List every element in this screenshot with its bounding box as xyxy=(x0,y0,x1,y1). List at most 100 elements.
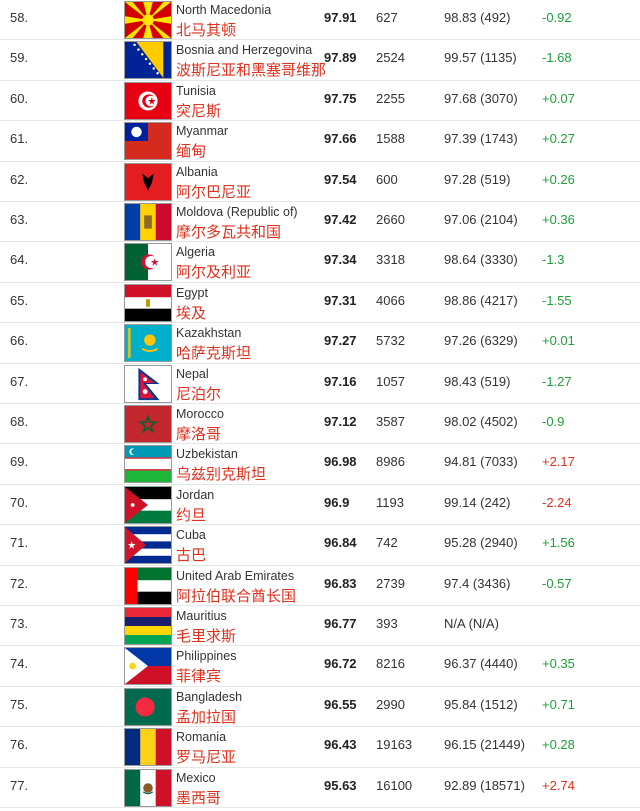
table-row: 59. Bosnia and Herzegovina 波斯尼亚和黑塞哥维那 97.8… xyxy=(0,40,640,81)
count-value: 5732 xyxy=(376,333,405,349)
country-name-chinese: 缅甸 xyxy=(176,142,207,161)
mauritius-flag-icon xyxy=(124,607,172,645)
previous-score-value: 97.4 (3436) xyxy=(444,575,511,591)
count-value: 3587 xyxy=(376,414,405,429)
moldova-flag-icon xyxy=(124,203,172,241)
previous-score-value: 96.15 (21449) xyxy=(444,737,525,753)
previous-score-value: N/A (N/A) xyxy=(444,616,499,631)
country-name-chinese: 墨西哥 xyxy=(176,788,222,807)
philippines-flag-icon xyxy=(124,647,172,686)
rank-number: 62. xyxy=(10,171,29,187)
previous-score-value: 94.81 (7033) xyxy=(444,454,518,470)
country-name-chinese: 古巴 xyxy=(176,546,207,565)
country-name-english: Myanmar xyxy=(176,124,229,139)
count-value: 393 xyxy=(376,616,398,631)
nepal-flag-icon xyxy=(124,364,172,403)
rank-number: 60. xyxy=(10,90,29,106)
change-value: -2.24 xyxy=(542,494,572,510)
previous-score-value: 98.43 (519) xyxy=(444,373,511,389)
country-name-english: Bangladesh xyxy=(176,689,243,704)
previous-score-value: 99.14 (242) xyxy=(444,494,511,510)
rank-number: 71. xyxy=(10,535,29,551)
country-name-chinese: 尼泊尔 xyxy=(176,384,222,403)
table-row: 70. Jordan 约旦 96.9 1193 99.14 (242) -2.24 xyxy=(0,485,640,526)
rank-number: 74. xyxy=(10,656,29,672)
score-value: 97.34 xyxy=(324,252,357,268)
score-value: 96.55 xyxy=(324,696,357,712)
rank-number: 73. xyxy=(10,616,29,631)
score-value: 96.83 xyxy=(324,575,357,591)
change-value: -0.57 xyxy=(542,575,572,591)
albania-flag-icon xyxy=(124,162,172,201)
country-name-english: Morocco xyxy=(176,407,224,421)
count-value: 4066 xyxy=(376,292,405,308)
previous-score-value: 98.64 (3330) xyxy=(444,252,518,268)
rank-number: 77. xyxy=(10,777,29,793)
change-value: -1.3 xyxy=(542,252,565,268)
score-value: 96.72 xyxy=(324,656,357,672)
score-value: 97.54 xyxy=(324,171,357,187)
count-value: 19163 xyxy=(376,737,413,753)
count-value: 2524 xyxy=(376,50,405,66)
country-name-chinese: 哈萨克斯坦 xyxy=(176,344,252,363)
country-name-chinese: 突尼斯 xyxy=(176,101,222,120)
cuba-flag-icon xyxy=(124,526,172,565)
country-name-chinese: 菲律宾 xyxy=(176,667,222,686)
count-value: 742 xyxy=(376,535,398,551)
rank-number: 66. xyxy=(10,333,29,349)
table-row: 63. Moldova (Republic of) 摩尔多瓦共和国 97.42 2660… xyxy=(0,202,640,243)
previous-score-value: 98.83 (492) xyxy=(444,10,511,25)
previous-score-value: 97.26 (6329) xyxy=(444,333,518,349)
previous-score-value: 95.28 (2940) xyxy=(444,535,518,551)
kazakhstan-flag-icon xyxy=(124,324,172,363)
table-row: 64. Algeria 阿尔及利亚 97.34 3318 98.64 (3330) -1.3 xyxy=(0,242,640,283)
country-name-english: Kazakhstan xyxy=(176,326,242,341)
count-value: 8216 xyxy=(376,656,405,672)
table-row: 58. North Macedonia 北马其顿 97.91 627 98.83 (49… xyxy=(0,0,640,41)
rank-number: 65. xyxy=(10,292,29,308)
score-value: 97.12 xyxy=(324,414,357,429)
morocco-flag-icon xyxy=(124,405,172,443)
count-value: 1057 xyxy=(376,373,405,389)
mexico-flag-icon xyxy=(124,768,172,807)
north-macedonia-flag-icon xyxy=(124,1,172,39)
previous-score-value: 97.28 (519) xyxy=(444,171,511,187)
score-value: 97.91 xyxy=(324,10,357,25)
table-row: 71. Cuba 古巴 96.84 742 95.28 (2940) +1.56 xyxy=(0,525,640,566)
score-value: 97.66 xyxy=(324,131,357,147)
count-value: 600 xyxy=(376,171,398,187)
score-value: 97.89 xyxy=(324,50,357,66)
change-value: +0.26 xyxy=(542,171,575,187)
change-value: +0.01 xyxy=(542,333,575,349)
count-value: 2255 xyxy=(376,90,405,106)
previous-score-value: 97.39 (1743) xyxy=(444,131,518,147)
change-value: +0.36 xyxy=(542,212,575,227)
previous-score-value: 97.68 (3070) xyxy=(444,90,518,106)
count-value: 627 xyxy=(376,10,398,25)
count-value: 3318 xyxy=(376,252,405,268)
change-value: +1.56 xyxy=(542,535,575,551)
score-value: 95.63 xyxy=(324,777,357,793)
previous-score-value: 96.37 (4440) xyxy=(444,656,518,672)
rank-number: 72. xyxy=(10,575,29,591)
romania-flag-icon xyxy=(124,728,172,767)
rank-number: 64. xyxy=(10,252,29,268)
country-name-english: Algeria xyxy=(176,245,215,260)
change-value: -1.27 xyxy=(542,373,572,389)
country-name-chinese: 阿尔及利亚 xyxy=(176,263,252,282)
change-value: -1.55 xyxy=(542,292,572,308)
country-name-english: Albania xyxy=(176,164,218,179)
country-name-english: Jordan xyxy=(176,487,215,502)
country-name-english: Romania xyxy=(176,730,227,745)
score-value: 97.31 xyxy=(324,292,357,308)
country-name-english: Uzbekistan xyxy=(176,447,238,462)
country-name-english: Egypt xyxy=(176,285,208,300)
table-row: 67. Nepal 尼泊尔 97.16 1057 98.43 (519) -1.27 xyxy=(0,364,640,404)
country-name-chinese: 摩洛哥 xyxy=(176,425,222,443)
rank-number: 61. xyxy=(10,131,29,147)
change-value: -1.68 xyxy=(542,50,572,66)
country-name-chinese: 孟加拉国 xyxy=(176,707,237,726)
change-value: +2.74 xyxy=(542,777,575,793)
score-value: 97.16 xyxy=(324,373,357,389)
